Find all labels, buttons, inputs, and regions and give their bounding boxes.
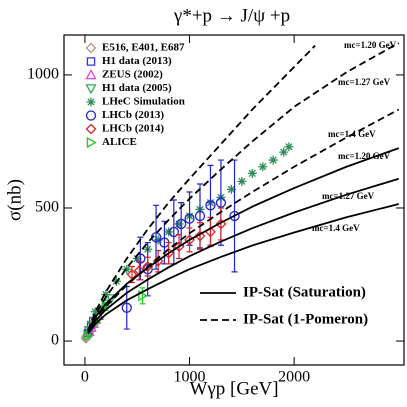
legend-label: IP-Sat (1-Pomeron) (243, 311, 368, 327)
legend-marker (86, 136, 97, 149)
legend-marker (85, 123, 97, 135)
legend-label: E516, E401, E687 (102, 42, 185, 54)
data-point (176, 218, 187, 230)
curve-label: mc=1.20 GeV (344, 40, 397, 50)
curve-label: mc=1.20 GeV (338, 151, 391, 161)
legend-label: IP-Sat (Saturation) (243, 284, 366, 300)
curve-label: mc=1.27 GeV (322, 191, 375, 201)
legend-label: ALICE (102, 136, 137, 148)
x-tick-label: 1000 (174, 369, 206, 386)
data-point (279, 147, 289, 157)
data-point (205, 200, 216, 211)
data-point (194, 230, 206, 242)
legend-marker (85, 69, 97, 80)
data-point (247, 168, 257, 178)
model-curve (87, 108, 400, 334)
data-point (105, 294, 117, 305)
error-bar (139, 287, 146, 305)
model-curve (87, 45, 316, 331)
data-point (142, 264, 153, 275)
data-point (258, 162, 268, 172)
data-point (215, 197, 227, 208)
x-tick-label: 0 (81, 369, 89, 386)
data-point (268, 155, 278, 165)
legend-marker (86, 57, 96, 66)
data-point (237, 176, 247, 186)
data-point (168, 226, 179, 238)
data-point (101, 289, 111, 299)
chart-title: γ*+p → J/ψ +p (173, 5, 290, 26)
data-point (284, 142, 294, 152)
legend-marker (85, 110, 97, 121)
data-point (194, 210, 206, 222)
legend-label: LHCb (2014) (102, 123, 164, 135)
x-tick-label: 2000 (278, 369, 310, 386)
data-point (164, 227, 174, 237)
legend-label: LHeC Simulation (102, 96, 185, 108)
legend-label: LHCb (2013) (102, 109, 164, 121)
model-curve (87, 42, 400, 332)
y-axis-label: σ(nb) (4, 179, 25, 221)
data-point (215, 218, 227, 230)
x-axis-label: Wγp [GeV] (189, 378, 278, 399)
model-curve (87, 147, 400, 331)
error-bar (207, 216, 214, 248)
curve-label: mc=1.4 GeV (328, 129, 376, 139)
legend-marker (85, 84, 97, 95)
legend-marker (85, 42, 97, 54)
y-tick-label: 0 (51, 332, 59, 349)
data-point (121, 302, 132, 313)
model-curve (87, 203, 399, 335)
legend-label: H1 data (2013) (102, 55, 172, 67)
data-point (226, 184, 236, 194)
error-bar (136, 260, 143, 281)
y-tick-label: 500 (35, 199, 59, 216)
data-point (153, 235, 163, 245)
model-curve (87, 177, 400, 333)
legend-marker (86, 97, 96, 107)
data-point (132, 254, 142, 264)
data-point (184, 213, 195, 224)
data-point (174, 219, 184, 229)
data-point (150, 232, 162, 243)
legend-label: H1 data (2005) (102, 82, 172, 94)
data-point (122, 264, 132, 274)
plot-frame (63, 34, 405, 366)
curve-label: mc=1.27 GeV (338, 77, 391, 87)
legend-label: ZEUS (2002) (102, 69, 163, 81)
curve-label: mc=1.4 GeV (312, 223, 360, 233)
data-point (138, 290, 149, 302)
y-tick-label: 1000 (27, 66, 59, 83)
data-point (90, 307, 100, 317)
data-point (229, 210, 240, 222)
